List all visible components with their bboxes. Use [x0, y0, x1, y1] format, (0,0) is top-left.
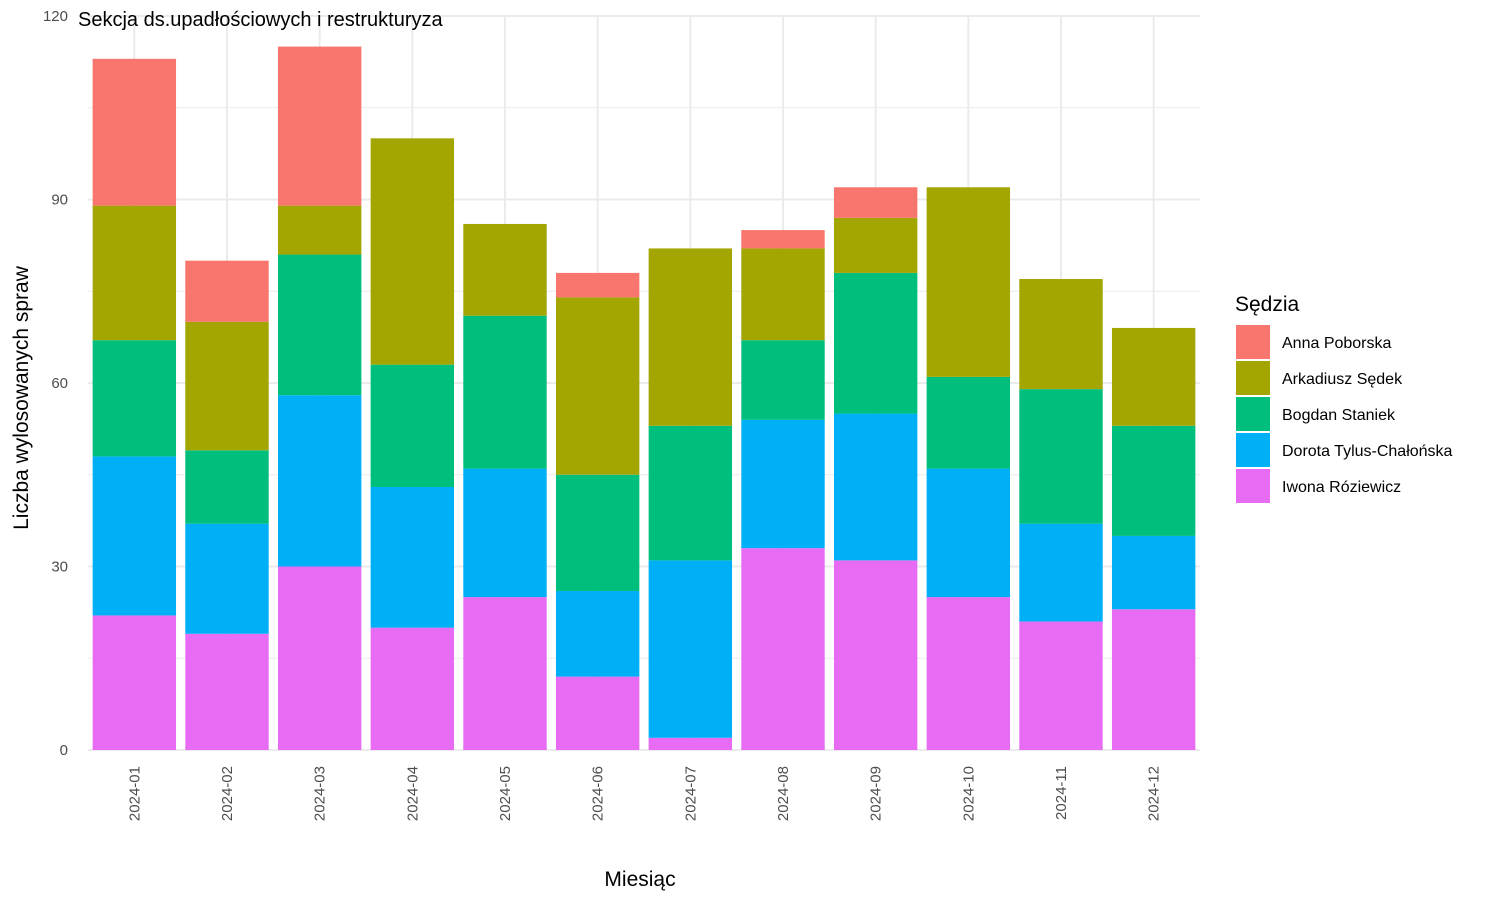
- chart-title: Sekcja ds.upadłościowych i restrukturyza: [78, 9, 443, 31]
- x-tick-label: 2024-02: [219, 766, 236, 821]
- bar-segment: [648, 425, 733, 561]
- x-tick-label: 2024-01: [126, 766, 143, 821]
- x-tick-label: 2024-12: [1146, 766, 1163, 821]
- bar-segment: [926, 468, 1011, 598]
- legend-label: Arkadiusz Sędek: [1282, 371, 1403, 388]
- bar-segment: [648, 737, 733, 750]
- bar-segment: [1111, 327, 1196, 426]
- y-tick-label: 30: [51, 559, 68, 576]
- x-tick-label: 2024-09: [868, 766, 885, 821]
- bar-segment: [926, 376, 1011, 469]
- bar-segment: [185, 260, 269, 322]
- bar-segment: [741, 548, 825, 750]
- bar-segment: [1019, 621, 1103, 750]
- bar-segment: [833, 272, 918, 414]
- bar-segment: [277, 46, 362, 206]
- bar-segment: [277, 566, 362, 750]
- bar-segment: [92, 340, 177, 457]
- x-tick-label: 2024-03: [312, 766, 329, 821]
- bar-segment: [555, 676, 640, 750]
- y-tick-label: 0: [60, 742, 68, 759]
- bar-segment: [277, 205, 362, 255]
- bar-segment: [463, 597, 547, 750]
- bar-segment: [833, 560, 918, 750]
- bar-segment: [926, 187, 1011, 377]
- y-tick-label: 120: [43, 8, 68, 25]
- bar-segment: [741, 248, 825, 341]
- bar-segment: [463, 468, 547, 598]
- bar-segment: [741, 419, 825, 549]
- bar-segment: [277, 395, 362, 567]
- axis-layer: 0 30 60 90 120 2024-01 2024-02 2024-03 2024-04 20…: [43, 8, 1163, 821]
- legend-key: [1236, 325, 1270, 359]
- legend-key: [1236, 361, 1270, 395]
- bar-segment: [1019, 389, 1103, 524]
- legend-label: Iwona Róziewicz: [1282, 479, 1401, 496]
- y-axis-label: Liczba wylosowanych spraw: [10, 265, 33, 530]
- legend: Sędzia Anna Poborska Arkadiusz Sędek Bogda…: [1235, 293, 1453, 503]
- bar-segment: [1019, 279, 1103, 390]
- bar-segment: [741, 340, 825, 420]
- bar-segment: [185, 321, 269, 451]
- x-tick-label: 2024-05: [497, 766, 514, 821]
- bar-segment: [555, 272, 640, 298]
- x-axis-label: Miesiąc: [604, 868, 675, 891]
- bar-segment: [185, 523, 269, 634]
- bar-segment: [1019, 523, 1103, 622]
- bar-segment: [463, 315, 547, 469]
- bar-segment: [370, 486, 455, 628]
- bar-segment: [648, 560, 733, 738]
- x-tick-label: 2024-04: [404, 766, 421, 821]
- legend-label: Bogdan Staniek: [1282, 407, 1396, 424]
- bars-layer: [92, 46, 1196, 750]
- bar-segment: [833, 413, 918, 561]
- bar-segment: [1111, 535, 1196, 610]
- legend-key: [1236, 397, 1270, 431]
- bar-segment: [463, 223, 547, 316]
- bar-segment: [92, 615, 177, 750]
- y-tick-label: 60: [51, 375, 68, 392]
- bar-segment: [92, 205, 177, 341]
- bar-segment: [1111, 425, 1196, 536]
- x-tick-label: 2024-07: [682, 766, 699, 821]
- bar-segment: [926, 597, 1011, 750]
- bar-segment: [833, 217, 918, 273]
- bar-segment: [370, 138, 455, 365]
- bar-segment: [555, 297, 640, 475]
- y-tick-label: 90: [51, 192, 68, 209]
- x-tick-label: 2024-11: [1053, 766, 1070, 820]
- bar-segment: [833, 187, 918, 218]
- legend-key: [1236, 469, 1270, 503]
- legend-label: Dorota Tylus-Chałońska: [1282, 443, 1453, 460]
- bar-segment: [1111, 609, 1196, 750]
- bar-segment: [277, 254, 362, 396]
- x-tick-label: 2024-08: [775, 766, 792, 821]
- legend-title: Sędzia: [1235, 293, 1300, 316]
- bar-segment: [741, 230, 825, 249]
- bar-segment: [185, 450, 269, 524]
- bar-segment: [555, 474, 640, 591]
- bar-segment: [370, 627, 455, 750]
- bar-segment: [555, 590, 640, 677]
- x-tick-label: 2024-06: [590, 766, 607, 821]
- bar-segment: [92, 456, 177, 616]
- bar-segment: [185, 633, 269, 750]
- legend-key: [1236, 433, 1270, 467]
- legend-label: Anna Poborska: [1282, 335, 1392, 352]
- bar-segment: [370, 364, 455, 487]
- bar-segment: [648, 248, 733, 426]
- x-tick-label: 2024-10: [960, 766, 977, 821]
- bar-segment: [92, 58, 177, 206]
